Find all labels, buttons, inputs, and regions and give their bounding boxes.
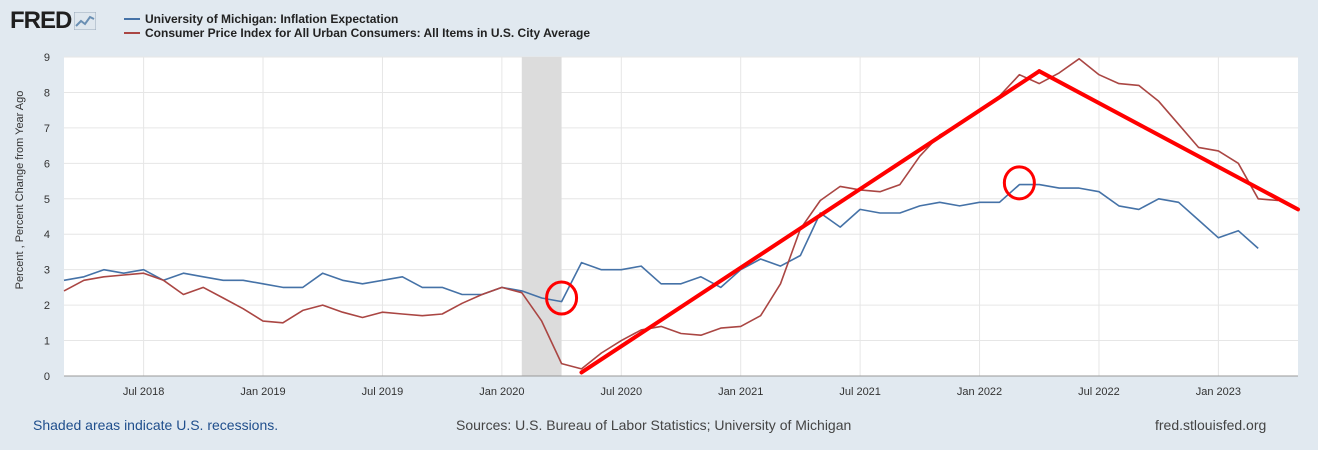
x-tick-label: Jan 2023 <box>1196 386 1241 398</box>
x-tick-label: Jul 2021 <box>839 386 881 398</box>
y-tick-label: 6 <box>44 158 50 170</box>
y-tick-label: 1 <box>44 336 50 348</box>
series-line-0 <box>63 183 1259 303</box>
annotation-arrow-line <box>579 69 1042 375</box>
plot-area <box>64 57 1298 376</box>
x-tick-label: Jan 2019 <box>240 386 285 398</box>
legend-label-umich: University of Michigan: Inflation Expect… <box>145 12 399 26</box>
annotation-circle <box>545 280 579 316</box>
legend-swatch-cpi <box>124 32 140 34</box>
x-tick-label: Jul 2022 <box>1078 386 1120 398</box>
x-tick-label: Jul 2018 <box>123 386 165 398</box>
x-tick-label: Jan 2022 <box>957 386 1002 398</box>
y-tick-label: 7 <box>44 123 50 135</box>
chart-legend: University of Michigan: Inflation Expect… <box>124 12 590 40</box>
x-tick-label: Jan 2020 <box>479 386 524 398</box>
y-tick-label: 8 <box>44 87 50 99</box>
logo-text: FRED <box>10 7 72 34</box>
line-chart: 0 1 2 3 4 5 6 7 8 9 Jul 2018 Jan 2019 Jul 2019 Jan 20… <box>44 52 1300 398</box>
y-tick-label: 4 <box>44 229 50 241</box>
y-tick-label: 0 <box>44 371 50 383</box>
recession-shade <box>521 57 562 376</box>
series-line-1 <box>63 57 1279 370</box>
sources-note: Sources: U.S. Bureau of Labor Statistics… <box>456 417 852 433</box>
y-tick-label: 9 <box>44 52 50 64</box>
fred-logo[interactable]: FRED <box>10 7 97 34</box>
site-link[interactable]: fred.stlouisfed.org <box>1155 417 1267 433</box>
y-tick-label: 5 <box>44 194 50 206</box>
x-tick-label: Jul 2019 <box>362 386 404 398</box>
fred-chart-icon <box>74 12 97 30</box>
legend-label-cpi: Consumer Price Index for All Urban Consu… <box>145 26 590 40</box>
y-tick-label: 3 <box>44 265 50 277</box>
legend-item-cpi[interactable]: Consumer Price Index for All Urban Consu… <box>124 26 590 40</box>
x-tick-label: Jul 2020 <box>600 386 642 398</box>
y-tick-label: 2 <box>44 300 50 312</box>
annotation-circle <box>1002 165 1036 201</box>
annotation-arrow-line <box>1037 69 1300 212</box>
legend-swatch-umich <box>124 18 140 20</box>
recession-note[interactable]: Shaded areas indicate U.S. recessions. <box>33 417 279 433</box>
legend-item-umich[interactable]: University of Michigan: Inflation Expect… <box>124 12 590 26</box>
x-tick-label: Jan 2021 <box>718 386 763 398</box>
